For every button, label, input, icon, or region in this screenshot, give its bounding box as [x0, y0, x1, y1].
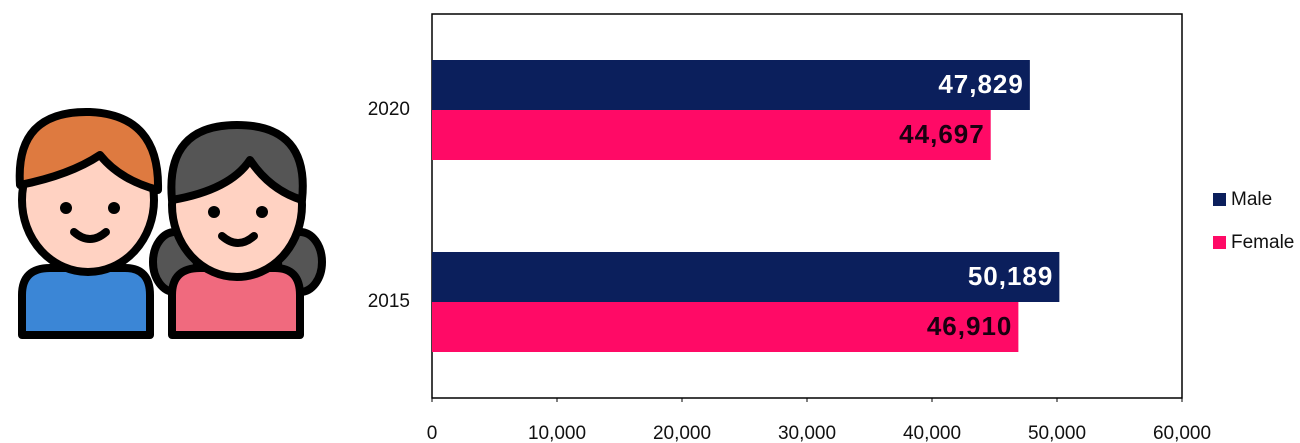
x-tick-label: 60,000 — [1153, 423, 1211, 443]
bar — [432, 60, 1030, 110]
x-tick-label: 10,000 — [528, 423, 586, 443]
y-tick-label: 2015 — [368, 291, 410, 312]
bar — [432, 110, 991, 160]
legend-swatch — [1213, 236, 1226, 249]
x-tick-label: 50,000 — [1028, 423, 1086, 443]
x-tick-label: 0 — [427, 423, 438, 443]
kids-icon — [15, 107, 326, 339]
x-tick-label: 40,000 — [903, 423, 961, 443]
value-label: 50,189 — [968, 261, 1054, 291]
y-tick-label: 2020 — [368, 99, 410, 120]
value-label: 46,910 — [927, 311, 1013, 341]
legend-label: Female — [1231, 232, 1294, 253]
x-tick-label: 30,000 — [778, 423, 836, 443]
value-label: 44,697 — [899, 119, 985, 149]
legend-swatch — [1213, 193, 1226, 206]
bar — [432, 252, 1060, 302]
value-label: 47,829 — [938, 69, 1024, 99]
bar — [432, 302, 1019, 352]
legend-label: Male — [1231, 189, 1272, 210]
x-tick-label: 20,000 — [653, 423, 711, 443]
